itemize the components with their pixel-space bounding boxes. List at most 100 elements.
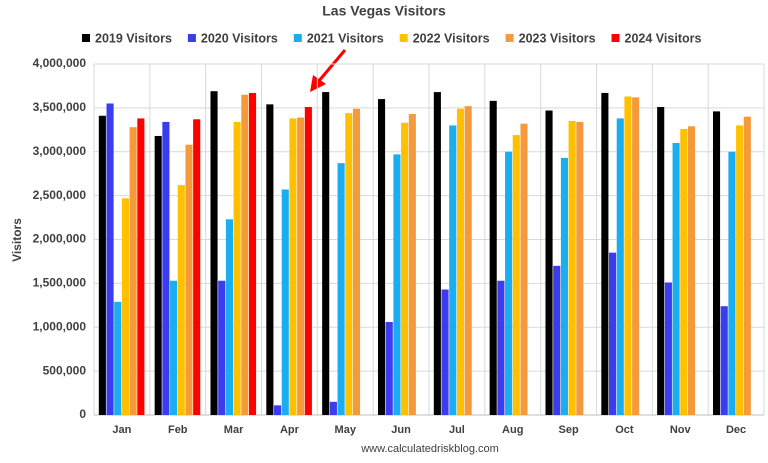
bar bbox=[449, 125, 457, 416]
bar bbox=[98, 115, 106, 416]
bar bbox=[393, 154, 401, 415]
legend-label: 2022 Visitors bbox=[413, 31, 490, 45]
chart-title: Las Vegas Visitors bbox=[322, 3, 446, 19]
legend-label: 2019 Visitors bbox=[95, 31, 172, 45]
y-tick-label: 2,000,000 bbox=[33, 232, 87, 246]
bar bbox=[129, 127, 137, 416]
x-tick-label: Jul bbox=[449, 424, 465, 436]
bar bbox=[609, 252, 617, 415]
bar bbox=[337, 163, 345, 415]
bar bbox=[456, 108, 465, 415]
legend-label: 2020 Visitors bbox=[201, 31, 278, 45]
bar bbox=[560, 157, 568, 415]
legend-swatch bbox=[187, 34, 196, 42]
legend-swatch bbox=[611, 34, 620, 42]
bar bbox=[248, 92, 257, 416]
bar bbox=[512, 135, 520, 415]
x-tick-label: Oct bbox=[615, 424, 634, 436]
y-tick-label: 4,000,000 bbox=[33, 56, 87, 70]
bar bbox=[680, 128, 688, 415]
y-tick-label: 500,000 bbox=[43, 363, 87, 377]
legend-swatch bbox=[399, 34, 408, 42]
y-axis-label: Visitors bbox=[10, 218, 24, 262]
bar bbox=[137, 118, 145, 415]
bar bbox=[289, 118, 297, 415]
x-tick-label: Dec bbox=[726, 424, 746, 436]
bar bbox=[433, 92, 441, 415]
bar bbox=[352, 108, 361, 415]
bar bbox=[664, 282, 672, 415]
bar bbox=[154, 135, 162, 415]
x-tick-label: Feb bbox=[168, 424, 188, 436]
bar bbox=[401, 122, 409, 415]
bar bbox=[736, 125, 744, 416]
bar bbox=[322, 92, 330, 415]
x-tick-label: Sep bbox=[558, 424, 578, 436]
bar bbox=[408, 114, 416, 415]
bar bbox=[345, 113, 353, 415]
y-tick-label: 3,000,000 bbox=[33, 144, 87, 158]
bar bbox=[297, 117, 305, 415]
bar bbox=[233, 121, 241, 415]
bar bbox=[121, 198, 130, 415]
legend-label: 2024 Visitors bbox=[625, 31, 702, 45]
bar bbox=[162, 121, 170, 415]
bar bbox=[489, 100, 497, 415]
bar bbox=[672, 142, 680, 415]
bar bbox=[329, 401, 337, 415]
bar bbox=[720, 306, 728, 415]
legend-swatch bbox=[293, 34, 302, 42]
bar bbox=[616, 118, 624, 415]
bar bbox=[170, 280, 178, 415]
bar bbox=[497, 280, 505, 415]
bar bbox=[568, 121, 576, 415]
bar bbox=[601, 92, 609, 416]
legend-swatch bbox=[505, 34, 514, 42]
x-tick-label: Aug bbox=[502, 424, 523, 436]
bar bbox=[464, 106, 472, 416]
bar bbox=[657, 106, 665, 415]
y-tick-label: 1,000,000 bbox=[33, 319, 87, 333]
x-tick-label: May bbox=[335, 424, 357, 436]
bar bbox=[624, 96, 632, 415]
bar bbox=[225, 219, 233, 415]
bar bbox=[520, 123, 528, 416]
x-tick-label: Nov bbox=[670, 424, 692, 436]
bar bbox=[728, 151, 736, 415]
bar bbox=[687, 126, 696, 416]
x-tick-label: Mar bbox=[224, 424, 244, 436]
bar bbox=[177, 185, 185, 415]
bar bbox=[106, 103, 114, 416]
annotation-arrow bbox=[310, 49, 347, 92]
source: www.calculatedriskblog.com bbox=[360, 443, 499, 455]
bar bbox=[241, 94, 249, 416]
bar bbox=[304, 106, 312, 415]
bar bbox=[210, 91, 218, 415]
bar bbox=[266, 104, 274, 416]
x-tick-label: Apr bbox=[280, 424, 300, 436]
bar bbox=[114, 301, 122, 415]
bar bbox=[385, 321, 393, 415]
legend-swatch bbox=[82, 34, 90, 42]
bar bbox=[441, 289, 449, 415]
x-tick-label: Jun bbox=[391, 424, 411, 436]
legend-label: 2021 Visitors bbox=[307, 31, 384, 45]
bar bbox=[274, 405, 282, 415]
y-tick-label: 1,500,000 bbox=[33, 276, 87, 290]
bar bbox=[712, 111, 721, 415]
bar bbox=[218, 280, 226, 415]
bar bbox=[743, 116, 751, 416]
y-tick-label: 0 bbox=[79, 407, 86, 421]
bar bbox=[193, 119, 201, 415]
bar bbox=[377, 99, 386, 415]
bar bbox=[545, 110, 553, 415]
y-tick-label: 2,500,000 bbox=[33, 188, 87, 202]
bar bbox=[632, 97, 640, 415]
legend-label: 2023 Visitors bbox=[519, 31, 596, 45]
x-tick-label: Jan bbox=[112, 424, 131, 436]
y-tick-label: 3,500,000 bbox=[33, 100, 87, 114]
bar bbox=[553, 265, 561, 415]
bar bbox=[505, 151, 513, 415]
bar bbox=[281, 189, 289, 415]
